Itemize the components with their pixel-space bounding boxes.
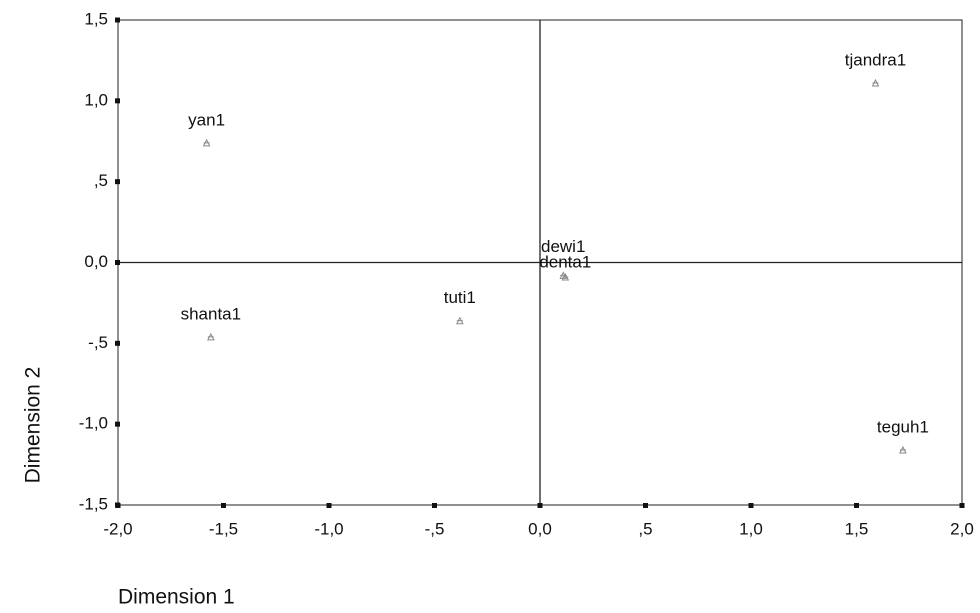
y-tick-label: 0,0 [84, 252, 108, 271]
y-axis-title: Dimension 2 [22, 367, 45, 484]
point [457, 318, 463, 324]
x-tick-label: 2,0 [950, 519, 974, 538]
x-tick [221, 503, 226, 508]
chart: Dimension 2 Dimension 1 -1,5 -1,0 -,5 0,0 ,5… [0, 0, 980, 613]
x-tick [432, 503, 437, 508]
x-tick [643, 503, 648, 508]
point-label: denta1 [539, 253, 591, 272]
x-tick [116, 503, 121, 508]
x-axis-title: Dimension 1 [118, 586, 235, 609]
y-tick [115, 98, 120, 103]
x-tick [854, 503, 859, 508]
y-tick-label: ,5 [94, 171, 108, 190]
x-tick-label: ,5 [638, 519, 652, 538]
x-tick [327, 503, 332, 508]
x-tick-label: -2,0 [103, 519, 132, 538]
x-tick-label: -1,0 [314, 519, 343, 538]
point [208, 334, 214, 340]
y-tick [115, 179, 120, 184]
x-tick-label: 1,0 [739, 519, 763, 538]
point-label: yan1 [188, 110, 225, 129]
point-label: tuti1 [444, 288, 476, 307]
point-label: teguh1 [877, 418, 929, 437]
x-tick-label: 0,0 [528, 519, 552, 538]
x-tick-label: -1,5 [209, 519, 238, 538]
y-tick [115, 260, 120, 265]
x-tick [960, 503, 965, 508]
x-tick-label: -,5 [425, 519, 445, 538]
point [872, 80, 878, 86]
page: Dimension 2 Dimension 1 -1,5 -1,0 -,5 0,0 ,5… [0, 0, 980, 613]
point-label: tjandra1 [845, 51, 906, 70]
x-tick [538, 503, 543, 508]
y-tick-label: -1,0 [79, 414, 108, 433]
y-tick [115, 18, 120, 23]
y-tick [115, 422, 120, 427]
y-tick-label: -,5 [88, 333, 108, 352]
y-tick [115, 341, 120, 346]
y-tick-label: -1,5 [79, 494, 108, 513]
x-tick [749, 503, 754, 508]
x-tick-label: 1,5 [845, 519, 869, 538]
y-tick-label: 1,0 [84, 90, 108, 109]
y-tick-label: 1,5 [84, 9, 108, 28]
point [900, 447, 906, 453]
point [204, 140, 210, 146]
point-label: shanta1 [181, 304, 242, 323]
